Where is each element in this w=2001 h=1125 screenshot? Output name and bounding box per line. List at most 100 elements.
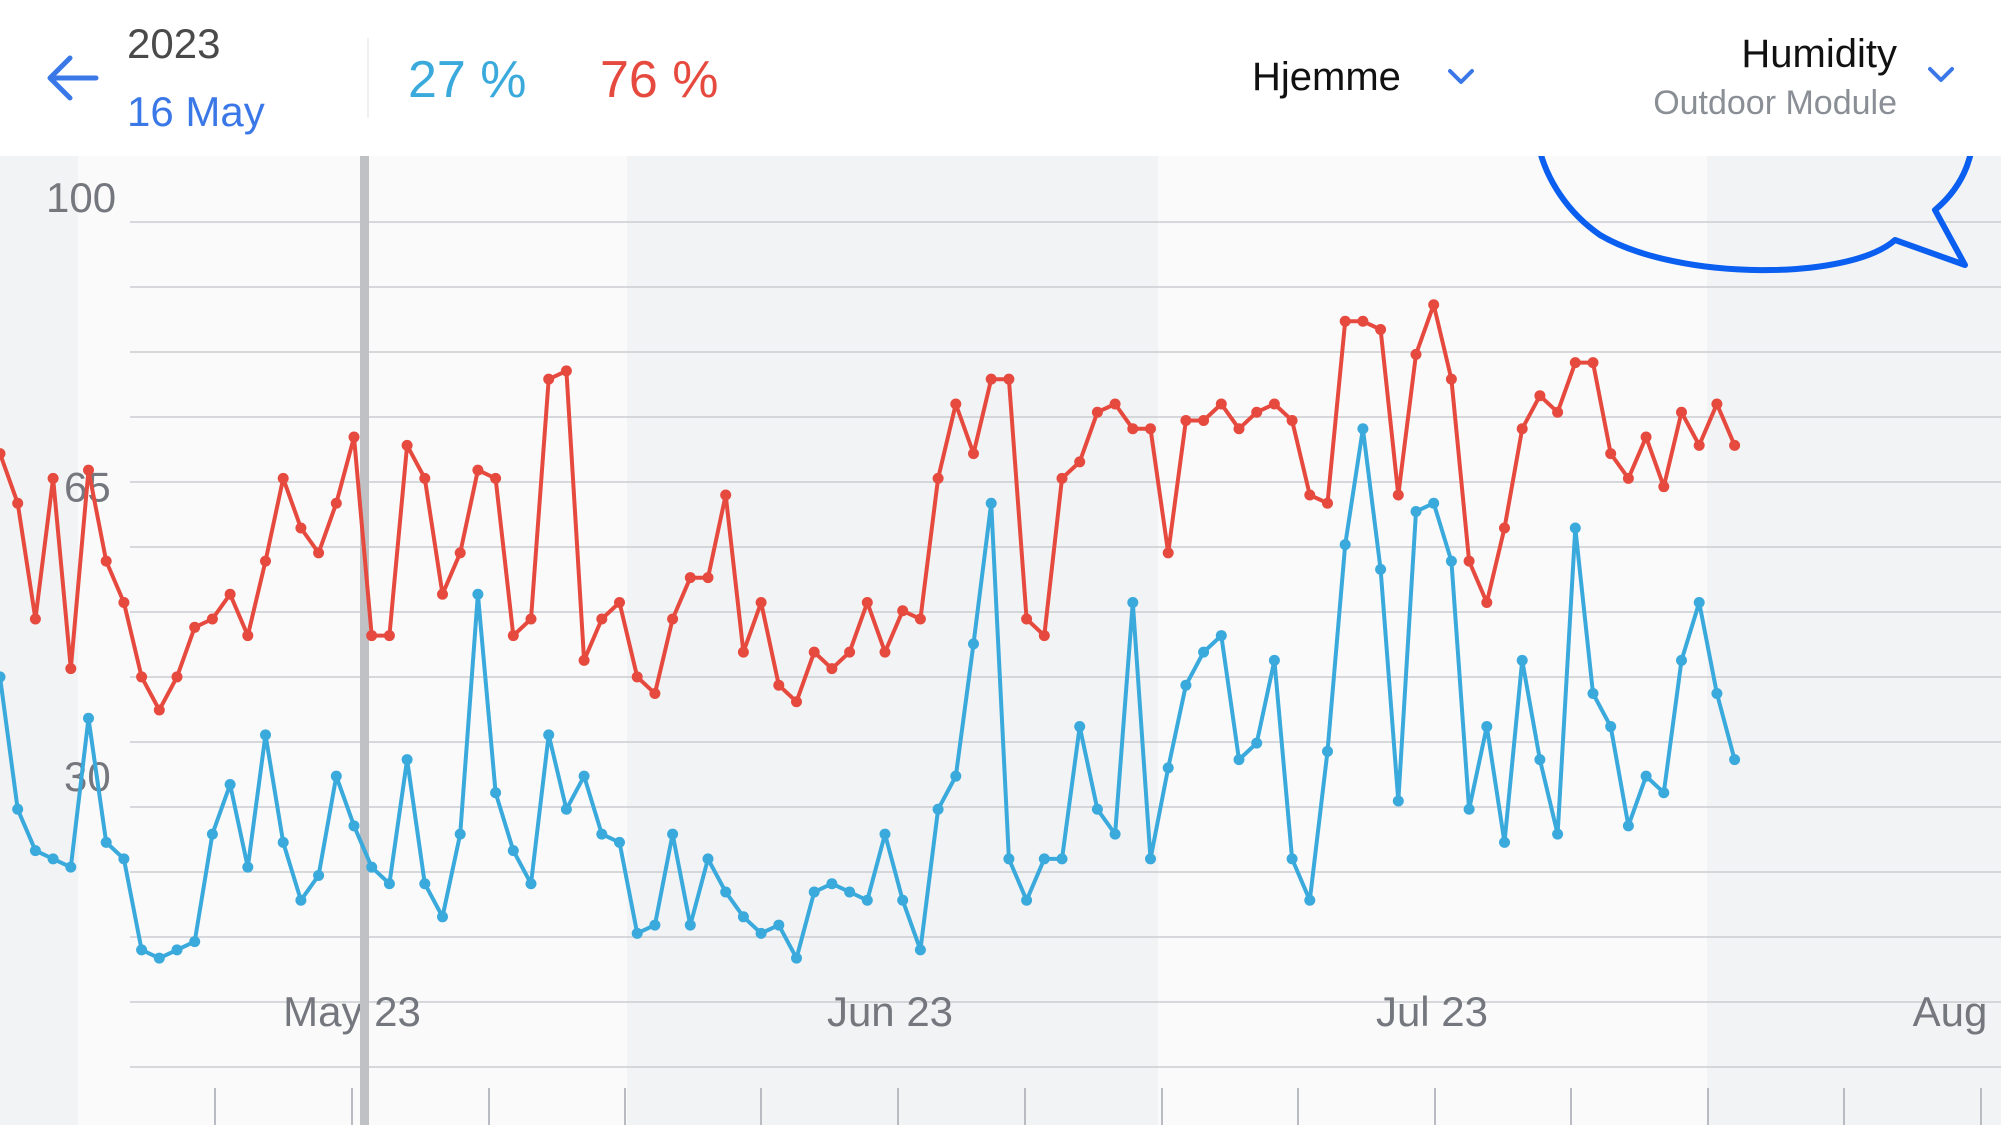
data-point — [1428, 497, 1440, 509]
data-point — [932, 472, 944, 484]
data-point — [1463, 555, 1475, 567]
data-point — [65, 663, 77, 675]
data-point — [454, 547, 466, 559]
data-point — [560, 803, 572, 815]
data-point — [826, 878, 838, 890]
data-point — [118, 596, 130, 608]
home-selector-label[interactable]: Hjemme — [1252, 55, 1401, 99]
data-point — [1534, 754, 1546, 766]
data-point — [1215, 630, 1227, 642]
data-point — [1676, 406, 1687, 418]
data-point — [914, 944, 926, 956]
data-point — [1074, 456, 1086, 468]
data-point — [260, 729, 271, 741]
data-point — [1268, 654, 1280, 666]
back-button[interactable] — [44, 52, 104, 104]
data-point — [755, 596, 767, 608]
arrow-left-icon — [47, 55, 99, 101]
data-point — [12, 803, 24, 815]
data-point — [755, 927, 767, 939]
chevron-down-icon — [1928, 67, 1954, 82]
data-point — [791, 952, 802, 964]
data-point — [1569, 522, 1581, 534]
data-point — [1091, 803, 1103, 815]
x-axis-label: Aug — [1913, 988, 1988, 1035]
data-point — [1605, 448, 1617, 460]
data-point — [720, 489, 732, 501]
data-point — [1711, 398, 1723, 410]
data-point — [773, 679, 785, 691]
data-point — [12, 497, 24, 509]
data-point — [419, 878, 431, 890]
data-point — [879, 828, 891, 840]
data-point — [206, 613, 218, 625]
data-point — [1392, 489, 1404, 501]
data-point — [1145, 423, 1156, 435]
data-point — [507, 630, 519, 642]
data-point — [1180, 415, 1192, 427]
data-point — [1215, 398, 1227, 410]
data-point — [1056, 853, 1068, 865]
month-band — [1707, 156, 2001, 1125]
data-point — [1569, 357, 1581, 369]
chevron-down-icon[interactable] — [1446, 66, 1476, 88]
data-point — [295, 894, 307, 906]
data-point — [277, 836, 289, 848]
data-point — [189, 621, 201, 633]
data-point — [1428, 299, 1440, 311]
data-point — [171, 671, 183, 683]
data-point — [366, 861, 378, 873]
data-point — [1304, 894, 1316, 906]
data-point — [808, 886, 820, 898]
data-point — [118, 853, 130, 865]
data-point — [1038, 853, 1050, 865]
data-point — [490, 472, 502, 484]
month-band — [78, 156, 627, 1125]
data-point — [472, 588, 484, 600]
data-point — [525, 613, 537, 625]
data-point — [1445, 373, 1457, 385]
data-point — [1693, 596, 1705, 608]
data-point — [189, 936, 201, 948]
x-axis-label: May 23 — [283, 988, 421, 1035]
data-point — [1658, 481, 1670, 493]
data-point — [1622, 820, 1634, 832]
data-point — [1251, 406, 1263, 418]
data-point — [1516, 654, 1528, 666]
data-point — [702, 572, 714, 584]
data-point — [1605, 721, 1617, 733]
data-point — [614, 596, 625, 608]
data-point — [543, 373, 555, 385]
data-point — [65, 861, 77, 873]
data-point — [985, 373, 997, 385]
data-point — [348, 820, 360, 832]
data-point — [29, 613, 41, 625]
data-point — [242, 861, 254, 873]
data-point — [83, 712, 94, 724]
data-point — [136, 671, 148, 683]
data-point — [100, 836, 112, 848]
month-bands — [0, 156, 2001, 1125]
data-point — [1162, 547, 1174, 559]
data-point — [383, 878, 395, 890]
data-point — [1640, 770, 1652, 782]
data-point — [1357, 315, 1369, 327]
data-point — [313, 547, 325, 559]
data-point — [525, 878, 537, 890]
data-point — [737, 646, 749, 658]
data-point — [1304, 489, 1316, 501]
data-point — [313, 869, 325, 881]
data-point — [1286, 853, 1298, 865]
data-point — [950, 770, 962, 782]
data-point — [844, 886, 856, 898]
data-point — [1074, 721, 1086, 733]
data-point — [153, 704, 165, 716]
data-point — [1322, 497, 1333, 509]
data-point — [437, 588, 448, 600]
data-point — [295, 522, 307, 534]
data-point — [1516, 423, 1528, 435]
data-point — [1003, 853, 1015, 865]
metric-selector[interactable] — [1580, 20, 1970, 140]
data-point — [0, 671, 6, 683]
y-axis-label: 30 — [64, 753, 111, 800]
